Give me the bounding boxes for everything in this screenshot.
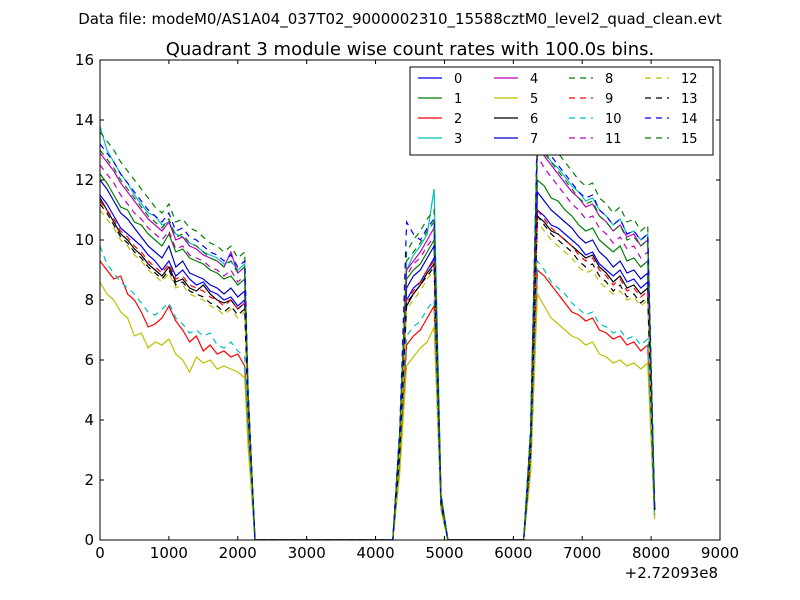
x-tick-label: 8000 — [632, 544, 670, 562]
series-line-10 — [100, 245, 656, 540]
y-tick-label: 12 — [75, 171, 94, 189]
y-tick-label: 0 — [84, 531, 94, 549]
figure-suptitle: Data file: modeM0/AS1A04_037T02_90000023… — [78, 10, 722, 29]
legend-label-12: 12 — [681, 72, 698, 87]
series-line-14 — [100, 132, 656, 540]
series-line-15 — [100, 138, 656, 540]
y-tick-label: 4 — [84, 411, 94, 429]
y-tick-label: 10 — [75, 231, 94, 249]
x-tick-label: 6000 — [494, 544, 532, 562]
series-line-13 — [100, 203, 656, 540]
chart-title: Quadrant 3 module wise count rates with … — [166, 39, 655, 60]
x-offset-label: +2.72093e8 — [625, 564, 718, 582]
series-line-4 — [100, 141, 656, 540]
series-line-11 — [100, 153, 656, 540]
series-layer — [100, 117, 656, 540]
legend-label-8: 8 — [605, 72, 613, 87]
x-axis: 0 1000 2000 3000 4000 5000 6000 7000 8000 9000 — [95, 60, 739, 562]
legend-label-7: 7 — [530, 132, 538, 147]
series-line-12 — [100, 209, 656, 540]
x-tick-label: 2000 — [219, 544, 257, 562]
x-tick-label: 7000 — [563, 544, 601, 562]
y-tick-label: 6 — [84, 351, 94, 369]
legend-label-6: 6 — [530, 112, 538, 127]
series-line-5 — [100, 281, 656, 540]
x-tick-label: 1000 — [150, 544, 188, 562]
x-tick-label: 4000 — [356, 544, 394, 562]
legend-label-10: 10 — [605, 112, 622, 127]
legend-label-3: 3 — [454, 132, 462, 147]
series-line-3 — [100, 125, 656, 540]
x-tick-label: 9000 — [701, 544, 739, 562]
legend-label-14: 14 — [681, 112, 698, 127]
legend-label-11: 11 — [605, 132, 622, 147]
x-tick-label: 3000 — [288, 544, 326, 562]
y-tick-label: 14 — [75, 111, 94, 129]
legend-label-9: 9 — [605, 92, 613, 107]
legend-label-2: 2 — [454, 112, 462, 127]
legend-frame — [409, 66, 714, 156]
series-line-1 — [100, 173, 656, 540]
series-line-2 — [100, 260, 656, 540]
x-tick-label: 0 — [95, 544, 105, 562]
legend-label-1: 1 — [454, 92, 462, 107]
legend-label-4: 4 — [530, 72, 538, 87]
legend-label-5: 5 — [530, 92, 538, 107]
legend-label-0: 0 — [454, 72, 462, 87]
x-tick-label: 5000 — [425, 544, 463, 562]
y-tick-label: 16 — [75, 51, 94, 69]
y-tick-label: 8 — [84, 291, 94, 309]
y-tick-label: 2 — [84, 471, 94, 489]
legend-label-15: 15 — [681, 132, 698, 147]
legend-label-13: 13 — [681, 92, 698, 107]
series-line-9 — [100, 200, 656, 540]
